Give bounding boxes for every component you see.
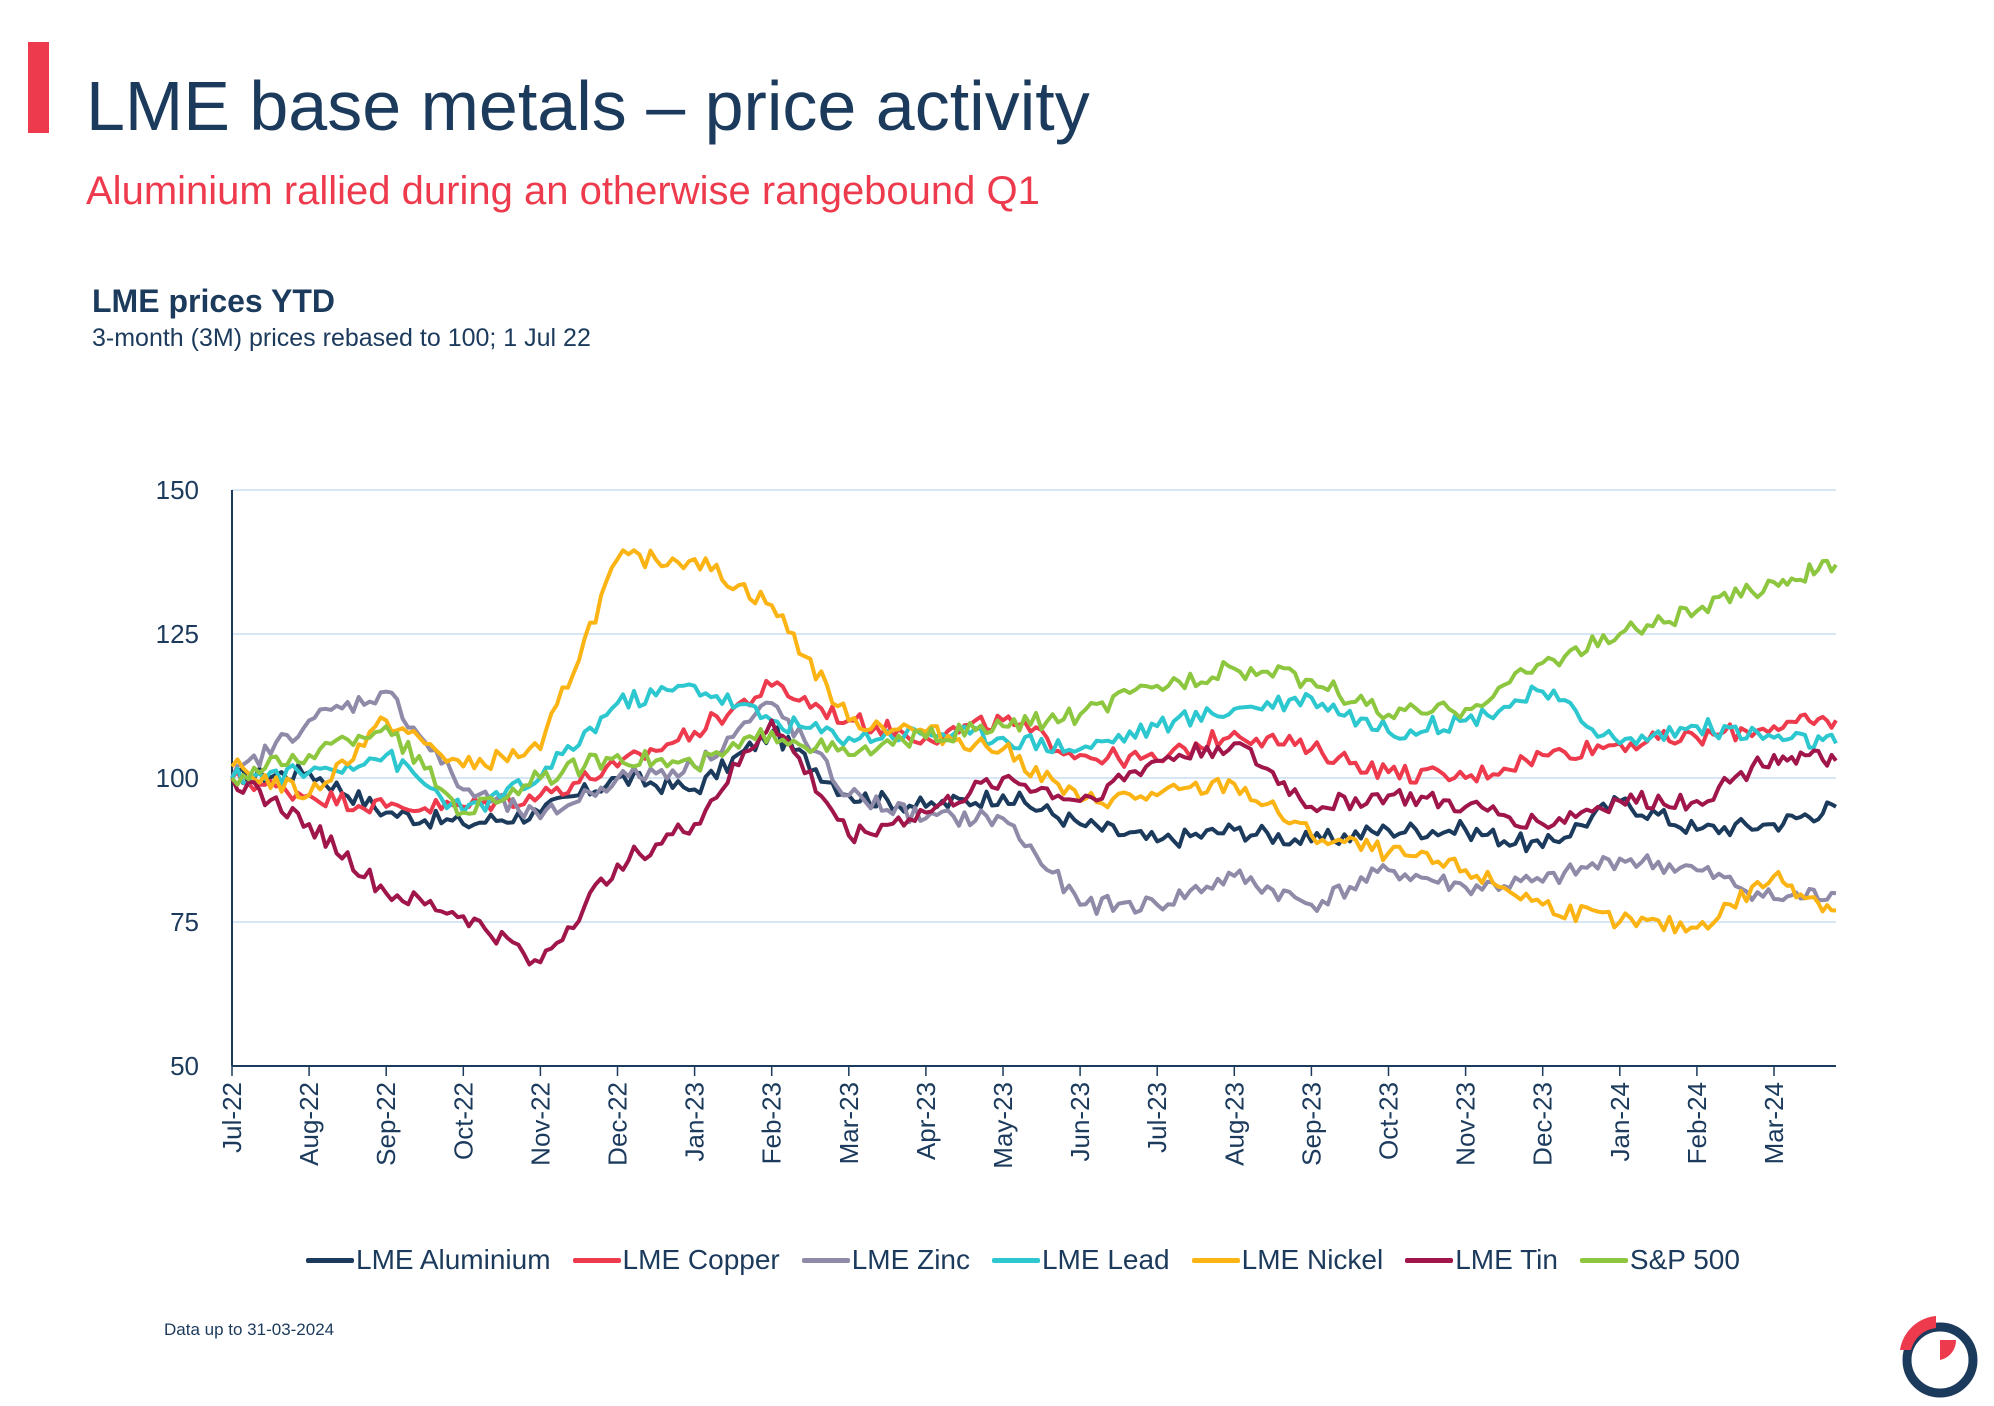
series-line-lme-nickel	[230, 548, 1837, 935]
line-chart: 50 75 100 125 150 Jul-22 Aug-22 Sep-22 Oct-22 Nov…	[156, 475, 1838, 1169]
legend-item: LME Tin	[1405, 1244, 1558, 1276]
legend-label: S&P 500	[1629, 1244, 1740, 1275]
legend-label: LME Lead	[1041, 1244, 1170, 1275]
y-tick-label: 150	[156, 475, 199, 505]
x-tick-label: Aug-23	[1219, 1082, 1249, 1166]
series-line-lme-tin	[230, 718, 1838, 967]
x-tick-label: Feb-23	[757, 1082, 787, 1164]
x-tick-label: Mar-24	[1759, 1082, 1789, 1164]
legend-label: LME Aluminium	[356, 1244, 551, 1275]
x-tick-label: Oct-22	[448, 1082, 478, 1160]
legend-label: LME Tin	[1455, 1244, 1558, 1275]
y-tick-label: 75	[170, 907, 199, 937]
chart-legend: LME Aluminium LME Copper LME Zinc LME Lead L…	[0, 1240, 1994, 1280]
x-tick-label: Dec-22	[603, 1082, 633, 1166]
x-tick-label: Sep-22	[371, 1082, 401, 1166]
legend-item: LME Copper	[572, 1244, 780, 1276]
series-line-lme-aluminium	[230, 725, 1837, 854]
x-tick-label: Sep-23	[1296, 1082, 1326, 1166]
legend-swatch	[1405, 1257, 1454, 1263]
x-tick-label: Apr-23	[911, 1082, 941, 1160]
x-tick-label: Jul-22	[217, 1082, 247, 1153]
x-tick-label: Dec-23	[1528, 1082, 1558, 1166]
legend-swatch	[572, 1257, 621, 1263]
legend-swatch	[1579, 1257, 1628, 1263]
chart-title: LME prices YTD	[92, 283, 336, 319]
x-tick-label: Nov-23	[1451, 1082, 1481, 1166]
legend-item: LME Lead	[991, 1244, 1170, 1276]
legend-label: LME Nickel	[1241, 1244, 1384, 1275]
y-tick-label: 125	[156, 619, 199, 649]
x-tick-label: Jan-23	[680, 1082, 710, 1162]
chart-subtitle: 3-month (3M) prices rebased to 100; 1 Ju…	[92, 324, 591, 352]
company-logo	[1900, 1316, 1978, 1398]
x-tick-label: Jun-23	[1065, 1082, 1095, 1162]
title-accent-bar	[28, 42, 49, 133]
series-line-s-p-500	[230, 558, 1838, 817]
x-tick-label: Mar-23	[834, 1082, 864, 1164]
legend-item: LME Nickel	[1191, 1244, 1384, 1276]
legend-item: S&P 500	[1579, 1244, 1740, 1276]
x-tick-label: Oct-23	[1374, 1082, 1404, 1160]
legend-item: LME Aluminium	[306, 1244, 551, 1276]
legend-swatch	[306, 1257, 355, 1263]
x-tick-label: May-23	[988, 1082, 1018, 1169]
legend-label: LME Copper	[622, 1244, 780, 1275]
data-footnote: Data up to 31-03-2024	[164, 1320, 335, 1339]
legend-swatch	[991, 1257, 1040, 1263]
legend-item: LME Zinc	[801, 1244, 970, 1276]
x-tick-label: Feb-24	[1682, 1082, 1712, 1164]
page-title: LME base metals – price activity	[86, 67, 1090, 145]
x-tick-label: Jan-24	[1605, 1082, 1635, 1162]
legend-swatch	[1191, 1257, 1240, 1263]
x-tick-label: Aug-22	[294, 1082, 324, 1166]
y-tick-label: 100	[156, 763, 199, 793]
x-tick-label: Jul-23	[1142, 1082, 1172, 1153]
y-tick-label: 50	[170, 1051, 199, 1081]
legend-swatch	[801, 1257, 850, 1263]
legend-label: LME Zinc	[851, 1244, 970, 1275]
page-subtitle: Aluminium rallied during an otherwise ra…	[86, 169, 1040, 213]
x-tick-label: Nov-22	[525, 1082, 555, 1166]
